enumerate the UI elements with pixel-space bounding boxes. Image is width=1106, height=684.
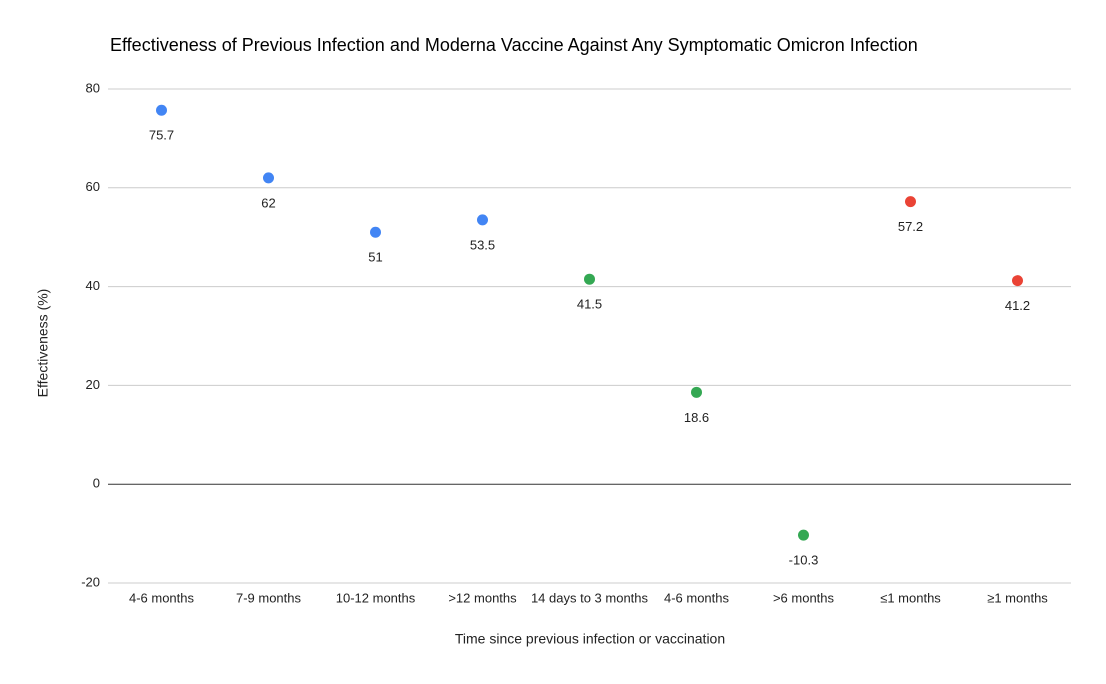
y-tick-label: 20	[86, 377, 100, 392]
data-label: 53.5	[470, 237, 495, 252]
data-label: 62	[261, 195, 275, 210]
y-tick-label: 60	[86, 179, 100, 194]
data-label: 41.5	[577, 297, 602, 312]
x-tick-label: ≥1 months	[987, 590, 1048, 605]
data-label: 18.6	[684, 410, 709, 425]
data-label: 41.2	[1005, 298, 1030, 313]
y-axis-title: Effectiveness (%)	[35, 289, 51, 398]
point	[584, 273, 595, 285]
point	[370, 226, 381, 238]
point	[156, 104, 167, 116]
y-tick-label: 0	[93, 476, 100, 491]
chart-title: Effectiveness of Previous Infection and …	[110, 35, 918, 55]
data-label: 57.2	[898, 219, 923, 234]
data-label: -10.3	[789, 553, 819, 568]
x-tick-label: 4-6 months	[129, 590, 195, 605]
point	[477, 214, 488, 226]
y-tick-label: 80	[86, 80, 100, 95]
x-tick-label: ≤1 months	[880, 590, 941, 605]
data-label: 51	[368, 250, 382, 265]
x-tick-label: 7-9 months	[236, 590, 302, 605]
x-tick-label: 14 days to 3 months	[531, 590, 649, 605]
point	[798, 529, 809, 541]
x-tick-label: 4-6 months	[664, 590, 730, 605]
point	[905, 196, 916, 208]
y-tick-label: 40	[86, 278, 100, 293]
point	[1012, 275, 1023, 287]
data-label: 75.7	[149, 128, 174, 143]
x-tick-label: 10-12 months	[336, 590, 416, 605]
x-tick-label: >12 months	[448, 590, 517, 605]
point	[263, 172, 274, 184]
x-tick-label: >6 months	[773, 590, 835, 605]
point	[691, 386, 702, 398]
y-tick-label: -20	[81, 574, 100, 589]
x-axis-title: Time since previous infection or vaccina…	[455, 631, 725, 647]
